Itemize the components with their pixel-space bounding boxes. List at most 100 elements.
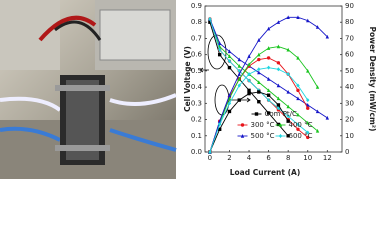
annotation-ellipse (214, 84, 230, 116)
marker (227, 54, 232, 58)
marker (247, 78, 251, 83)
series-line (209, 46, 318, 153)
y-tick-label: 0.3 (191, 99, 202, 107)
x-tick-label: 8 (286, 154, 290, 162)
marker (325, 115, 330, 120)
plot-frame (204, 5, 343, 153)
y-tick-label: 0.4 (191, 83, 203, 91)
annotation-ellipse (207, 34, 227, 70)
y-tick-label: 0.8 (191, 18, 202, 26)
marker (276, 61, 281, 65)
figure: Load Current (A) Cell Voltage (V) Power … (0, 0, 377, 179)
marker (227, 96, 232, 101)
y-axis-label: Cell Voltage (V) (183, 46, 192, 112)
marker (237, 77, 241, 81)
marker (257, 52, 261, 57)
marker (266, 65, 271, 70)
marker (240, 123, 245, 127)
marker (257, 38, 261, 42)
marker (306, 68, 310, 73)
y-tick-label: 0.1 (191, 132, 202, 140)
marker (237, 68, 241, 73)
marker (306, 98, 310, 103)
marker (315, 25, 320, 29)
marker (286, 72, 290, 77)
marker (296, 88, 300, 93)
legend-label: 600 °C (289, 132, 313, 140)
marker (276, 44, 281, 49)
y2-tick-label: 40 (345, 83, 354, 91)
y2-tick-label: 30 (345, 99, 354, 107)
marker (315, 85, 320, 89)
marker (276, 83, 281, 88)
y-tick-label: 0.9 (191, 2, 202, 10)
marker (247, 88, 251, 93)
marker (237, 98, 241, 102)
marker (266, 98, 271, 103)
marker (306, 130, 310, 135)
marker (208, 150, 212, 154)
marker (286, 104, 290, 109)
y-tick-label: 0.6 (191, 51, 203, 59)
marker (296, 15, 300, 20)
y2-tick-label: 20 (345, 116, 354, 124)
y-tick-label: 0.5 (191, 67, 202, 75)
marker (296, 122, 300, 127)
x-tick-label: 6 (266, 154, 271, 162)
marker (276, 20, 281, 24)
y2-tick-label: 90 (345, 2, 354, 10)
marker (296, 96, 300, 101)
marker (266, 111, 271, 115)
marker (247, 54, 251, 58)
marker (227, 49, 232, 54)
y2-tick-label: 10 (345, 132, 354, 140)
x-tick-label: 4 (247, 154, 252, 162)
marker (237, 72, 241, 76)
arrow (199, 67, 209, 73)
marker (286, 15, 290, 20)
marker (286, 134, 290, 138)
marker (278, 134, 283, 138)
apparatus-photo (0, 0, 177, 179)
marker (306, 135, 310, 140)
x-tick-label: 12 (323, 154, 332, 162)
marker (296, 83, 300, 88)
marker (257, 67, 261, 72)
marker (266, 46, 271, 50)
y-tick-label: 0.7 (191, 34, 202, 42)
marker (208, 16, 212, 21)
legend-label: 400 °C (289, 121, 313, 129)
marker (276, 103, 281, 107)
x-tick-label: 10 (303, 154, 312, 162)
marker (296, 127, 300, 131)
marker (257, 100, 261, 104)
marker (257, 90, 261, 94)
marker (276, 96, 281, 101)
marker (217, 122, 222, 127)
marker (217, 41, 222, 46)
legend-label: Com Pt/C (265, 110, 298, 118)
y-tick-label: 0.0 (191, 148, 202, 156)
marker (247, 91, 251, 96)
marker (266, 93, 271, 97)
marker (296, 55, 300, 60)
marker (237, 83, 241, 88)
marker (237, 64, 241, 68)
series-line (209, 18, 318, 132)
marker (257, 80, 261, 84)
marker (266, 77, 271, 81)
marker (227, 109, 232, 114)
marker (315, 128, 320, 133)
marker (325, 34, 330, 39)
legend-label: 500 °C (251, 132, 275, 140)
marker (240, 134, 245, 138)
y2-tick-label: 50 (345, 67, 354, 75)
marker (227, 65, 232, 70)
marker (315, 109, 320, 114)
y-tick-label: 0.2 (191, 116, 202, 124)
x-axis-label: Load Current (A) (230, 168, 301, 177)
marker (217, 52, 222, 57)
y2-tick-label: 80 (345, 18, 354, 26)
marker (227, 101, 232, 106)
marker (208, 20, 212, 24)
